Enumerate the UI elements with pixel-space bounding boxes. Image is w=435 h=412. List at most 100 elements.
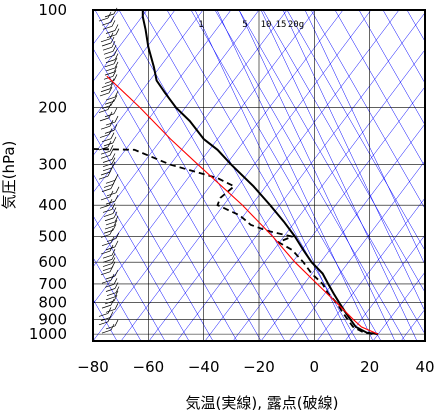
wind-barb — [101, 242, 112, 247]
grid-lines — [93, 10, 425, 341]
x-tick-label: −20 — [243, 358, 275, 376]
wind-barb — [105, 246, 116, 251]
wind-barb-flag — [114, 215, 119, 223]
wind-barb-flag — [107, 169, 112, 177]
wind-barb-flag — [112, 70, 117, 77]
wind-barb-flag — [111, 157, 116, 164]
wind-barb-flag — [111, 257, 116, 264]
wind-barb — [102, 163, 113, 167]
wind-barb — [98, 109, 109, 113]
y-tick-label: 300 — [38, 156, 67, 174]
wind-barb-flag — [109, 145, 114, 152]
wind-barb — [100, 196, 111, 201]
wind-barb-flag — [113, 74, 118, 81]
wind-barb — [102, 46, 113, 51]
wind-barb-flag — [113, 65, 118, 73]
wind-barb — [102, 263, 113, 267]
x-tick-label: 20 — [360, 358, 379, 376]
dry-adiabat-line — [176, 12, 425, 341]
wind-barb-flag — [109, 228, 114, 235]
wind-barb-flag — [111, 153, 116, 160]
x-tick-label: 0 — [310, 358, 320, 376]
mixing-ratio-line — [238, 10, 396, 341]
wind-barb — [102, 167, 113, 172]
wind-barb — [106, 238, 117, 242]
wind-barb-flag — [111, 40, 116, 48]
wind-barb-flag — [107, 140, 112, 148]
wind-barb — [99, 204, 110, 209]
wind-barb-flag — [114, 319, 119, 327]
wind-barb-flag — [114, 303, 119, 310]
y-tick-label: 500 — [38, 228, 67, 246]
wind-barb-flag — [107, 307, 112, 314]
wind-barb-flag — [112, 207, 117, 214]
moist-adiabat-line — [406, 10, 425, 42]
dry-adiabat-line — [260, 123, 425, 341]
wind-barb-flag — [108, 86, 113, 94]
wind-barb — [102, 26, 113, 30]
dewpoint-curve — [93, 148, 373, 335]
wind-barb-flag — [109, 190, 114, 198]
wind-barb — [99, 92, 110, 97]
dry-adiabat-line — [148, 10, 400, 341]
mixing-ratio-labels: 1 5 10 15 20g — [198, 20, 304, 30]
wind-barb — [104, 71, 115, 76]
wind-barb — [105, 59, 116, 63]
plot-frame — [92, 9, 426, 342]
wind-barb — [100, 171, 111, 176]
wind-barb — [105, 30, 116, 34]
dry-adiabat-line — [93, 10, 232, 194]
dry-adiabat-line — [93, 10, 176, 119]
wind-barb-flag — [114, 61, 119, 69]
moist-adiabat-line — [94, 10, 286, 341]
wind-barb-flag — [113, 95, 118, 102]
wind-barb-flag — [110, 132, 115, 139]
wind-barb — [105, 121, 116, 126]
wind-barb-flag — [112, 136, 117, 144]
wind-barb-flag — [108, 128, 113, 135]
wind-barb — [100, 271, 111, 276]
dry-adiabat-line — [93, 10, 344, 341]
wind-barb-flag — [109, 265, 114, 273]
wind-barb — [104, 63, 115, 68]
mixing-ratio-line — [216, 10, 374, 341]
x-tick-label: −40 — [188, 358, 220, 376]
moist-adiabat-line — [238, 10, 425, 335]
y-axis-label: 気圧(hPa) — [0, 141, 18, 210]
y-tick-label: 100 — [38, 1, 67, 19]
moist-adiabat-line — [382, 10, 425, 84]
wind-barb-flag — [111, 203, 116, 210]
dry-adiabat-line — [93, 10, 148, 82]
wind-barb-flag — [113, 57, 118, 64]
wind-barb — [100, 317, 111, 321]
wind-barb — [101, 188, 112, 192]
dry-adiabat-line — [344, 234, 425, 341]
wind-barb — [104, 217, 115, 222]
moist-adiabat-line — [93, 256, 142, 341]
wind-barb-flag — [107, 315, 112, 322]
wind-barb — [105, 308, 116, 313]
x-tick-label: 40 — [415, 358, 434, 376]
wind-barb-flag — [113, 294, 118, 302]
wind-barb — [105, 179, 116, 184]
series-layer — [93, 10, 379, 336]
moist-adiabat-line — [334, 10, 425, 168]
wind-barb — [105, 221, 116, 226]
y-tick-label: 1000 — [29, 325, 67, 343]
mixing-ratio-line — [260, 10, 418, 341]
mixing-ratio-label: 20g — [288, 20, 304, 30]
wind-barb — [101, 84, 112, 88]
wind-barb-flag — [115, 28, 120, 35]
wind-barb-flag — [110, 99, 115, 106]
wind-barb — [100, 88, 111, 93]
wind-barb — [100, 150, 111, 155]
wind-barb — [101, 21, 112, 26]
wind-barb-flag — [109, 32, 114, 39]
moist-adiabat-line — [190, 10, 382, 341]
wind-barb — [105, 288, 116, 292]
wind-barb — [100, 125, 111, 130]
wind-barb-flag — [114, 53, 119, 60]
wind-barb — [102, 254, 113, 259]
wind-barb-flag — [115, 286, 120, 293]
wind-barb — [102, 259, 113, 263]
